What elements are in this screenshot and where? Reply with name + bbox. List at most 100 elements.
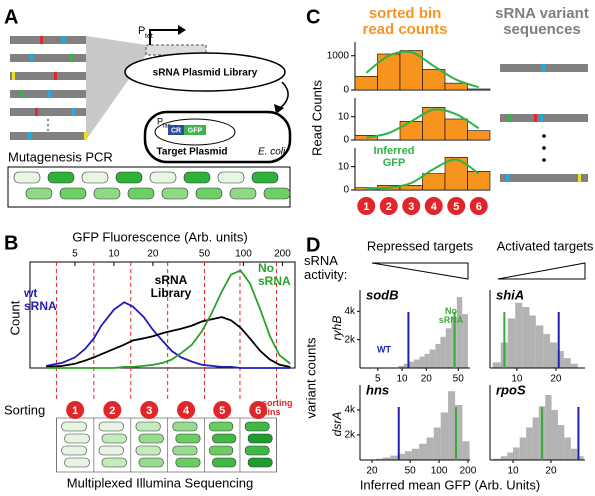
target-name: hns bbox=[366, 382, 389, 397]
no-srna-label: No sRNA bbox=[438, 306, 464, 326]
sorted-cell bbox=[247, 457, 273, 468]
histogram-bar bbox=[577, 456, 584, 460]
distribution-line bbox=[46, 269, 291, 369]
sorted-cell bbox=[98, 421, 124, 432]
legend-wt: wt sRNA bbox=[24, 286, 57, 313]
bar bbox=[444, 118, 468, 141]
bin-number: 4 bbox=[183, 405, 190, 417]
histogram-bar bbox=[411, 448, 420, 460]
histogram-bar bbox=[529, 315, 536, 368]
histogram-bar bbox=[445, 328, 452, 368]
sorting-bins-note: sorting bins bbox=[262, 398, 293, 418]
mutation bbox=[534, 114, 537, 122]
histogram-bar bbox=[435, 343, 441, 368]
mutation bbox=[84, 132, 87, 140]
sequence-bar bbox=[10, 72, 86, 80]
sequencing-label: Multiplexed Illumina Sequencing bbox=[67, 475, 253, 490]
sorted-cell bbox=[64, 457, 90, 468]
x-tick-label: 100 bbox=[431, 466, 448, 477]
histogram-bar bbox=[433, 427, 441, 460]
cell bbox=[13, 171, 41, 184]
sorted-cell bbox=[98, 445, 124, 456]
histogram-bar bbox=[424, 353, 430, 368]
sorted-cell bbox=[247, 433, 273, 444]
sorted-cell bbox=[138, 457, 164, 468]
mutation bbox=[72, 108, 75, 116]
histogram-bar bbox=[563, 358, 571, 368]
bin-badge bbox=[469, 197, 488, 215]
y-tick-label: 1000 bbox=[327, 50, 350, 61]
bin-badge bbox=[66, 401, 85, 419]
cell bbox=[47, 171, 75, 184]
sorted-cell bbox=[175, 457, 201, 468]
mutation bbox=[70, 54, 73, 62]
x-tick-label: 10 bbox=[507, 466, 519, 477]
mutation bbox=[506, 174, 509, 182]
histogram-bar bbox=[492, 362, 501, 368]
ellipsis-dot bbox=[46, 118, 50, 122]
sorted-cell bbox=[172, 421, 198, 432]
sorted-cell bbox=[101, 457, 127, 468]
sorted-cell bbox=[209, 421, 234, 432]
cell bbox=[217, 171, 245, 184]
y-axis-title: Read Counts bbox=[309, 80, 324, 156]
cell bbox=[25, 187, 53, 200]
sorted-cell bbox=[61, 445, 87, 456]
mutation bbox=[40, 36, 43, 44]
x-tick-label: 100 bbox=[235, 249, 252, 260]
histogram-bar bbox=[398, 365, 404, 368]
x-tick-label: 5 bbox=[72, 249, 78, 260]
activity-label: sRNA activity: bbox=[304, 253, 348, 282]
y-tick-label: 0 bbox=[343, 85, 349, 96]
promoter-arrow bbox=[149, 29, 178, 45]
legend-library: sRNA Library bbox=[150, 273, 192, 300]
bar bbox=[399, 121, 423, 141]
cell bbox=[59, 187, 87, 200]
promoter-p: P bbox=[157, 116, 163, 126]
mutation bbox=[12, 72, 15, 80]
bin-number: 4 bbox=[431, 201, 438, 213]
distribution-line bbox=[46, 316, 291, 368]
sorted-cell bbox=[244, 445, 270, 456]
row-label: ryhB bbox=[330, 316, 344, 341]
variants-title: sRNA variant sequences bbox=[495, 5, 589, 38]
sorted-cell bbox=[135, 445, 161, 456]
histogram-bar bbox=[429, 349, 436, 368]
sequence-bar bbox=[10, 132, 86, 140]
histogram-bar bbox=[375, 458, 383, 460]
mutation bbox=[540, 114, 543, 122]
zoom-wedge bbox=[86, 36, 146, 140]
pcr-label: Mutagenesis PCR bbox=[8, 149, 113, 164]
cr-label: CR bbox=[171, 127, 181, 134]
x-tick-label: 10 bbox=[396, 374, 408, 385]
histogram-bar bbox=[462, 314, 468, 368]
target-label: Target Plasmid bbox=[157, 147, 228, 158]
gfp-box bbox=[184, 125, 206, 135]
histogram-bar bbox=[382, 457, 391, 460]
mutation bbox=[48, 90, 51, 98]
histogram-bar bbox=[456, 297, 463, 368]
sorted-cell bbox=[212, 457, 237, 468]
bar bbox=[354, 75, 378, 91]
repressed-header: Repressed targets bbox=[367, 238, 474, 253]
mutation bbox=[35, 108, 38, 116]
bin-number: 3 bbox=[408, 201, 414, 213]
cell bbox=[229, 187, 257, 200]
histogram-bar bbox=[550, 342, 558, 368]
x-tick-label: 20 bbox=[550, 374, 562, 385]
y-tick-label: 2k bbox=[344, 334, 356, 345]
y-axis-title: variant counts bbox=[303, 337, 318, 418]
bin-number: 2 bbox=[109, 405, 115, 417]
cell bbox=[161, 187, 189, 200]
histogram-bar bbox=[419, 443, 427, 460]
histogram-bar bbox=[404, 451, 412, 460]
sequencing-box bbox=[56, 417, 277, 473]
sorted-cell bbox=[212, 433, 237, 444]
y-axis-title: Count bbox=[7, 300, 22, 335]
histogram-bar bbox=[413, 359, 420, 368]
histogram-bar bbox=[545, 395, 552, 460]
y-tick-label: 0 bbox=[343, 185, 349, 196]
histogram-bar bbox=[500, 456, 508, 460]
histogram-bar bbox=[570, 448, 578, 460]
